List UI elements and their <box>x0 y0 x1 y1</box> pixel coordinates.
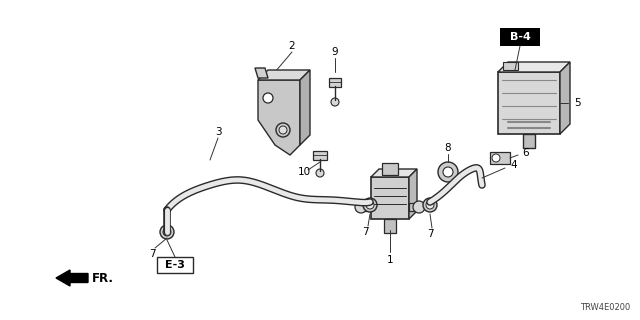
Circle shape <box>316 169 324 177</box>
Text: 2: 2 <box>289 41 295 51</box>
Text: 7: 7 <box>427 229 433 239</box>
Text: 8: 8 <box>445 143 451 153</box>
Circle shape <box>355 201 367 213</box>
Polygon shape <box>300 70 310 145</box>
Circle shape <box>426 201 434 209</box>
Bar <box>490 152 510 164</box>
Bar <box>371 177 409 219</box>
Text: 6: 6 <box>522 148 529 158</box>
Text: 10: 10 <box>298 167 310 177</box>
Polygon shape <box>371 169 417 177</box>
Circle shape <box>363 198 377 212</box>
Bar <box>500 28 540 46</box>
Circle shape <box>413 201 425 213</box>
Bar <box>313 151 327 160</box>
Circle shape <box>423 198 437 212</box>
Polygon shape <box>409 169 417 219</box>
Text: B-4: B-4 <box>509 32 531 42</box>
Text: 3: 3 <box>214 127 221 137</box>
Circle shape <box>279 126 287 134</box>
Circle shape <box>366 201 374 209</box>
Circle shape <box>163 228 171 236</box>
Text: 4: 4 <box>510 160 516 170</box>
Text: E-3: E-3 <box>165 260 185 270</box>
Circle shape <box>438 162 458 182</box>
Circle shape <box>263 93 273 103</box>
Bar <box>498 72 560 134</box>
Text: 5: 5 <box>574 98 580 108</box>
Bar <box>503 62 518 70</box>
Bar <box>384 219 396 233</box>
FancyArrow shape <box>56 270 88 286</box>
Circle shape <box>276 123 290 137</box>
Circle shape <box>331 98 339 106</box>
Text: 9: 9 <box>332 47 339 57</box>
Bar <box>409 203 419 211</box>
Polygon shape <box>258 70 310 80</box>
Bar <box>329 78 341 87</box>
Circle shape <box>492 154 500 162</box>
Polygon shape <box>255 68 268 78</box>
Circle shape <box>160 225 174 239</box>
Text: 7: 7 <box>362 227 368 237</box>
Polygon shape <box>258 80 300 155</box>
Text: FR.: FR. <box>92 271 114 284</box>
Text: 1: 1 <box>387 255 394 265</box>
Text: TRW4E0200: TRW4E0200 <box>580 303 630 312</box>
Text: 7: 7 <box>148 249 156 259</box>
Bar <box>361 203 371 211</box>
Polygon shape <box>498 62 570 72</box>
Bar <box>523 134 535 148</box>
Bar <box>157 257 193 273</box>
Circle shape <box>443 167 453 177</box>
Bar <box>382 163 398 175</box>
Polygon shape <box>560 62 570 134</box>
